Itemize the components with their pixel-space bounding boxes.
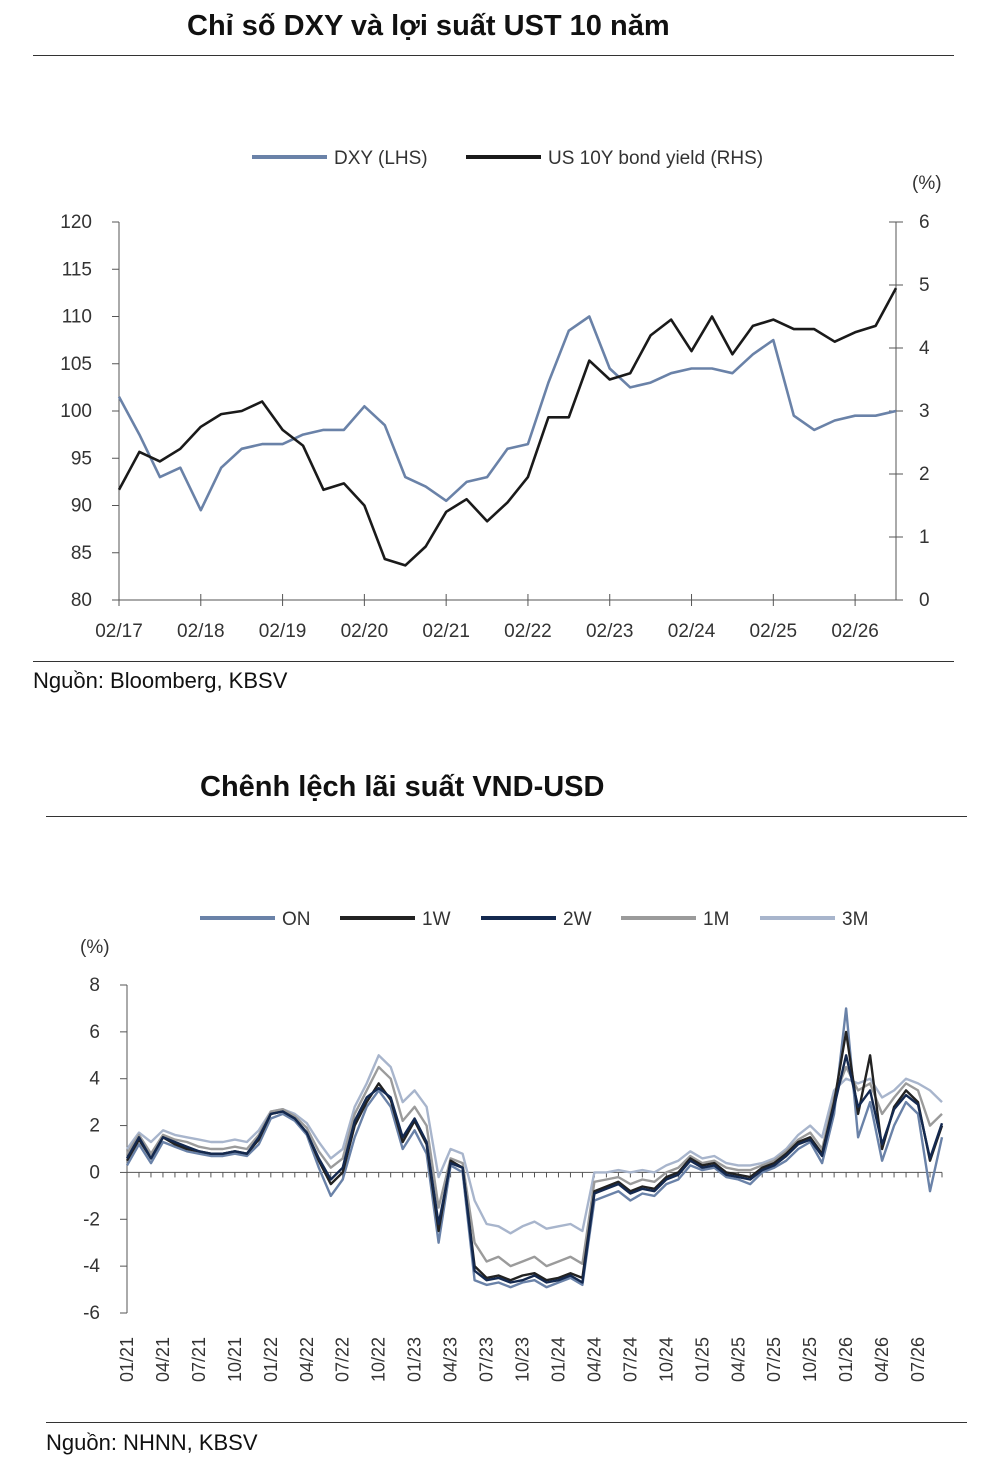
chart2-x-tick-label: 07/25 bbox=[764, 1337, 784, 1382]
chart2-y-tick-label: 4 bbox=[89, 1069, 100, 1090]
chart2-x-tick-label: 10/21 bbox=[225, 1337, 245, 1382]
chart2-x-tick-label: 07/21 bbox=[189, 1337, 209, 1382]
chart1-left-tick-label: 105 bbox=[60, 354, 92, 375]
chart2-y-tick-label: -4 bbox=[83, 1256, 100, 1277]
chart1-plot: (%) 80 85 90 95 100 105 110 115 120 0 1 2 3 4 5 6 02/17 0… bbox=[60, 148, 941, 642]
chart1-right-tick-label: 6 bbox=[919, 212, 930, 233]
chart1-series-line-ust10y bbox=[117, 287, 898, 567]
chart2-x-tick-label: 04/22 bbox=[297, 1337, 317, 1382]
chart2-y-tick-label: 8 bbox=[89, 975, 100, 996]
chart1-left-tick-label: 80 bbox=[71, 590, 92, 611]
chart1-right-tick-label: 2 bbox=[919, 464, 930, 485]
chart1-left-tick-label: 85 bbox=[71, 543, 92, 564]
chart2-x-tick-label: 04/21 bbox=[153, 1337, 173, 1382]
chart2-legend-label: 1W bbox=[422, 909, 451, 930]
chart1-x-tick-label: 02/23 bbox=[586, 621, 634, 642]
chart1-x-tick-label: 02/25 bbox=[750, 621, 798, 642]
chart2-x-tick-label: 10/23 bbox=[513, 1337, 533, 1382]
chart2-series-line-on bbox=[125, 1007, 944, 1289]
chart2-x-tick-label: 04/26 bbox=[872, 1337, 892, 1382]
chart2-series-line-3m bbox=[126, 1054, 943, 1235]
chart1-x-tick-label: 02/17 bbox=[95, 621, 143, 642]
chart2-plot: (%) -6 -4 -2 0 2 4 6 8 01/21 04/21 07/21 10/21 01/22… bbox=[80, 909, 944, 1382]
chart2-x-tick-label: 10/24 bbox=[656, 1337, 676, 1382]
chart2-series-line-1w bbox=[125, 1030, 944, 1282]
chart1-x-tick-label: 02/19 bbox=[259, 621, 307, 642]
chart1-right-tick-label: 5 bbox=[919, 275, 930, 296]
chart2-bottom-rule bbox=[46, 1422, 967, 1423]
chart2-y-tick-label: -2 bbox=[83, 1209, 100, 1230]
chart1-right-unit: (%) bbox=[912, 173, 942, 194]
chart2-series-line-1m bbox=[125, 1065, 943, 1268]
chart2-x-tick-label: 01/26 bbox=[836, 1337, 856, 1382]
chart1-legend-label: US 10Y bond yield (RHS) bbox=[548, 148, 763, 169]
chart2-legend-label: 2W bbox=[563, 909, 592, 930]
chart2-legend-label: 3M bbox=[842, 909, 868, 930]
chart1-x-tick-label: 02/21 bbox=[422, 621, 470, 642]
chart1-right-tick-label: 3 bbox=[919, 401, 930, 422]
chart2-x-tick-label: 01/23 bbox=[405, 1337, 425, 1382]
chart2-y-tick-label: 2 bbox=[89, 1116, 100, 1137]
chart1-source: Nguồn: Bloomberg, KBSV bbox=[33, 668, 288, 693]
chart2-top-rule bbox=[46, 816, 967, 817]
chart1-left-tick-label: 95 bbox=[71, 448, 92, 469]
chart1-right-tick-label: 4 bbox=[919, 338, 930, 359]
chart1-x-tick-label: 02/24 bbox=[668, 621, 716, 642]
chart2-x-tick-label: 10/25 bbox=[800, 1337, 820, 1382]
chart2-y-tick-label: -6 bbox=[83, 1303, 100, 1324]
chart1-left-tick-label: 120 bbox=[60, 212, 92, 233]
chart2-y-tick-label: 0 bbox=[89, 1162, 100, 1183]
chart2-x-tick-label: 04/24 bbox=[584, 1337, 604, 1382]
chart2-x-tick-label: 01/22 bbox=[261, 1337, 281, 1382]
chart1-bottom-rule bbox=[33, 661, 954, 662]
chart1-x-tick-label: 02/26 bbox=[831, 621, 879, 642]
chart2-x-tick-label: 07/22 bbox=[333, 1337, 353, 1382]
chart1-top-rule bbox=[33, 55, 954, 56]
chart2-x-tick-label: 04/23 bbox=[441, 1337, 461, 1382]
chart2-x-tick-label: 04/25 bbox=[728, 1337, 748, 1382]
chart1-series-line-dxy bbox=[117, 315, 897, 512]
chart2-y-tick-label: 6 bbox=[89, 1022, 100, 1043]
chart1-left-tick-label: 115 bbox=[62, 259, 92, 280]
chart2-x-tick-label: 01/21 bbox=[117, 1337, 137, 1382]
chart1-title: Chỉ số DXY và lợi suất UST 10 năm bbox=[187, 10, 670, 42]
chart2-x-tick-label: 07/23 bbox=[477, 1337, 497, 1382]
chart1-x-tick-label: 02/20 bbox=[341, 621, 389, 642]
chart2-series-line-2w bbox=[125, 1054, 944, 1284]
chart1-right-tick-label: 1 bbox=[919, 527, 930, 548]
chart1-left-tick-label: 90 bbox=[71, 496, 92, 517]
chart2-legend-label: ON bbox=[282, 909, 311, 930]
chart2-x-tick-label: 07/24 bbox=[620, 1337, 640, 1382]
chart1-x-tick-label: 02/22 bbox=[504, 621, 552, 642]
chart1-x-tick-label: 02/18 bbox=[177, 621, 225, 642]
chart2-x-tick-label: 07/26 bbox=[908, 1337, 928, 1382]
chart1-left-tick-label: 100 bbox=[60, 401, 92, 422]
chart1-left-tick-label: 110 bbox=[62, 307, 92, 328]
chart2-x-tick-label: 01/25 bbox=[692, 1337, 712, 1382]
chart2-x-tick-label: 10/22 bbox=[369, 1337, 389, 1382]
chart2-source: Nguồn: NHNN, KBSV bbox=[46, 1430, 258, 1455]
chart1-right-tick-label: 0 bbox=[919, 590, 930, 611]
chart2-y-unit: (%) bbox=[80, 937, 110, 958]
chart2-title: Chênh lệch lãi suất VND-USD bbox=[200, 771, 605, 803]
chart2-x-tick-label: 01/24 bbox=[548, 1337, 568, 1382]
chart1-legend-label: DXY (LHS) bbox=[334, 148, 428, 169]
chart2-legend-label: 1M bbox=[703, 909, 729, 930]
